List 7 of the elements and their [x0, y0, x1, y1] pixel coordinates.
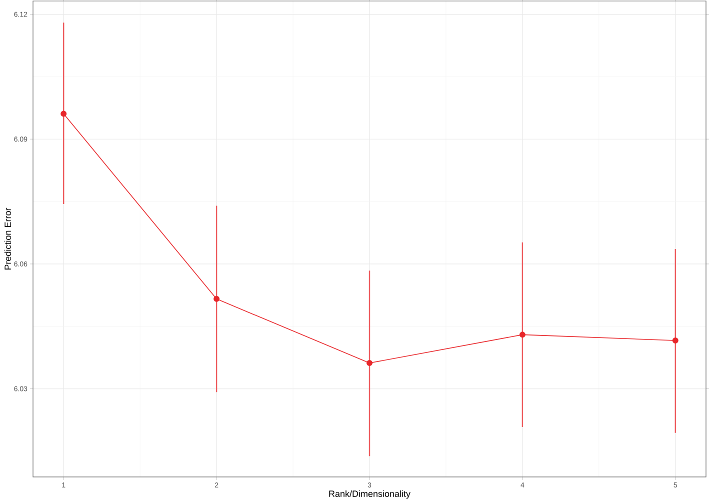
point: [672, 338, 678, 344]
point: [366, 360, 373, 366]
y-axis-title: Prediction Error: [4, 208, 11, 270]
point: [60, 110, 67, 117]
point: [519, 332, 526, 338]
point: [214, 296, 220, 302]
x-axis-title: Rank/Dimensionality: [329, 490, 410, 499]
